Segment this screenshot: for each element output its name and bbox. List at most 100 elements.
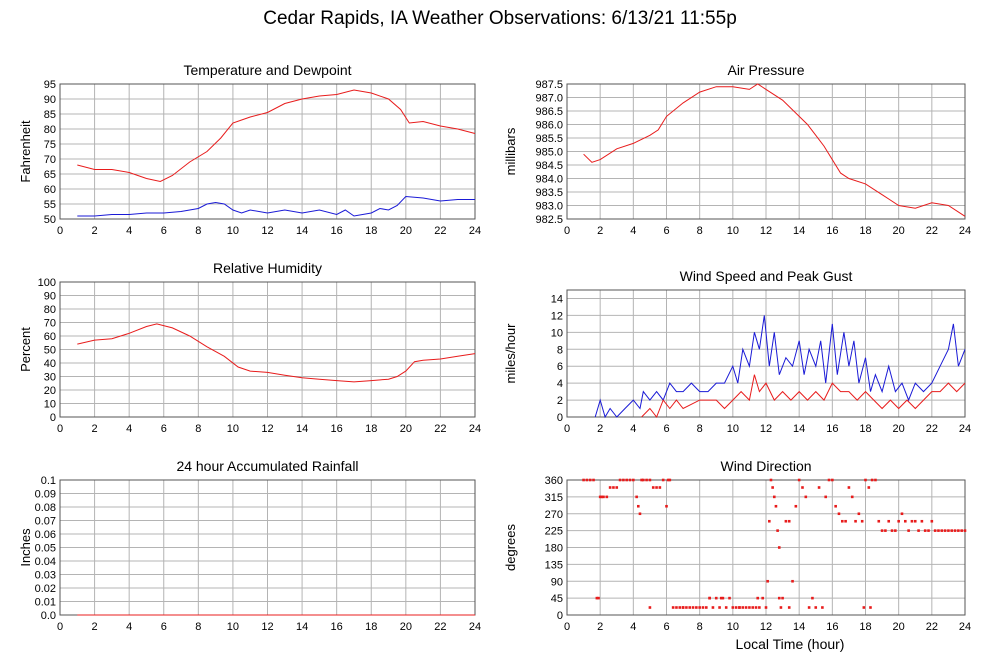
y-tick-label: 0.07	[35, 516, 56, 528]
data-point	[772, 495, 776, 499]
data-point	[937, 529, 940, 532]
data-point	[920, 519, 924, 523]
x-tick-label: 12	[261, 225, 273, 237]
data-point	[744, 606, 748, 609]
y-tick-label: 270	[545, 509, 563, 521]
humidity-svg: Relative HumidityPercent0102030405060708…	[18, 260, 481, 435]
x-tick-label: 0	[57, 225, 63, 237]
data-point	[718, 606, 721, 609]
data-point	[766, 579, 769, 583]
x-tick-label: 2	[92, 621, 98, 633]
series-line-0	[583, 83, 966, 217]
x-tick-label: 18	[365, 621, 377, 633]
data-point	[685, 606, 688, 609]
x-tick-label: 20	[893, 225, 905, 237]
x-tick-label: 6	[663, 225, 669, 237]
x-tick-label: 16	[826, 225, 838, 237]
y-tick-label: 0.04	[35, 556, 56, 568]
data-point	[665, 504, 668, 508]
data-point	[933, 529, 937, 532]
y-tick-label: 90	[551, 576, 563, 588]
x-tick-label: 16	[331, 225, 343, 237]
x-tick-label: 22	[926, 621, 938, 633]
data-point	[748, 606, 751, 609]
x-tick-label: 0	[564, 423, 570, 435]
x-tick-label: 0	[57, 423, 63, 435]
data-point	[668, 478, 672, 482]
data-point	[708, 596, 711, 600]
data-point	[661, 478, 665, 482]
data-point	[913, 519, 917, 523]
y-tick-label: 30	[44, 372, 56, 384]
x-tick-label: 20	[400, 621, 412, 633]
data-point	[741, 606, 745, 609]
data-point	[605, 495, 609, 499]
x-tick-label: 4	[126, 423, 132, 435]
x-tick-label: 24	[959, 225, 971, 237]
data-point	[814, 606, 818, 609]
data-point	[930, 519, 934, 523]
data-point	[769, 478, 773, 482]
y-tick-label: 10	[551, 327, 563, 339]
y-tick-label: 8	[557, 344, 563, 356]
data-point	[847, 486, 851, 489]
y-tick-label: 0.02	[35, 583, 56, 595]
data-point	[658, 486, 662, 489]
x-tick-label: 6	[161, 621, 167, 633]
y-tick-label: 0	[557, 610, 563, 622]
plot-frame	[59, 281, 476, 418]
data-point	[917, 529, 920, 532]
y-tick-label: 80	[44, 304, 56, 316]
data-point	[632, 478, 635, 482]
y-tick-label: 180	[545, 543, 563, 555]
x-tick-label: 10	[227, 225, 239, 237]
data-point	[894, 529, 897, 532]
y-tick-label: 0.08	[35, 502, 56, 514]
data-point	[953, 529, 957, 532]
data-point	[585, 478, 589, 482]
data-point	[907, 529, 910, 532]
data-point	[827, 478, 831, 482]
x-tick-label: 14	[793, 423, 805, 435]
x-tick-label: 6	[663, 621, 669, 633]
x-axis-label: Local Time (hour)	[735, 636, 845, 652]
x-tick-label: 10	[227, 423, 239, 435]
data-point	[751, 606, 755, 609]
data-point	[719, 596, 723, 600]
series-line-0	[77, 89, 476, 183]
data-point	[877, 519, 881, 523]
data-point	[923, 529, 927, 532]
x-tick-label: 4	[630, 225, 636, 237]
data-point	[592, 478, 595, 482]
data-point	[957, 529, 960, 532]
y-tick-label: 100	[38, 277, 56, 289]
x-tick-label: 2	[597, 621, 603, 633]
x-tick-label: 20	[893, 423, 905, 435]
data-point	[615, 486, 619, 489]
y-tick-label: 0.09	[35, 489, 56, 501]
rain-svg: 24 hour Accumulated RainfallInches0.00.0…	[18, 458, 481, 633]
y-tick-label: 90	[44, 94, 56, 106]
y-tick-label: 12	[551, 310, 563, 322]
data-point	[777, 546, 781, 549]
wind-direction-chart: Wind Direction degrees 0 45 90 135 180 225 270 31…	[500, 448, 990, 638]
data-point	[651, 486, 655, 489]
x-tick-label: 8	[195, 423, 201, 435]
data-point	[840, 519, 844, 523]
data-point	[728, 596, 731, 600]
data-point	[857, 512, 861, 516]
data-point	[801, 486, 804, 489]
x-tick-label: 24	[959, 423, 971, 435]
x-tick-label: 16	[826, 423, 838, 435]
data-point	[582, 478, 585, 482]
plot-frame	[566, 289, 966, 418]
temperature-dewpoint-chart: Temperature and Dewpoint Fahrenheit 50 55 60…	[10, 52, 481, 242]
y-axis-label: millibars	[503, 127, 518, 175]
y-tick-label: 0	[50, 412, 56, 424]
x-tick-label: 2	[597, 225, 603, 237]
x-tick-label: 2	[597, 423, 603, 435]
data-point	[598, 495, 602, 499]
data-point	[648, 478, 652, 482]
x-tick-label: 22	[434, 225, 446, 237]
x-tick-label: 10	[227, 621, 239, 633]
